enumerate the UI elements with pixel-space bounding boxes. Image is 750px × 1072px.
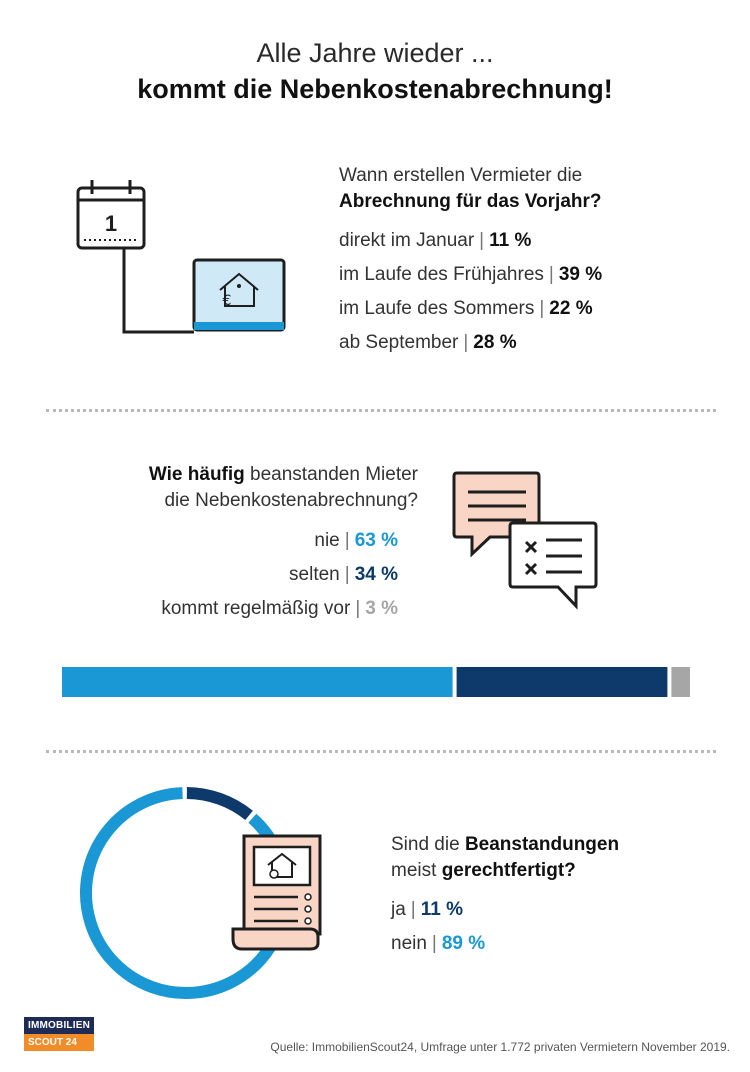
s1-value: 28 % [473,332,517,353]
donut-slice-ja [186,787,253,821]
s2-value: 63 % [354,530,398,551]
logo-top-text: IMMOBILIEN [24,1017,94,1034]
s2-answer-row: selten | 34 % [289,564,398,585]
s2-question-line-1: Wie häufig beanstanden Mieter [148,464,418,485]
s3-value: 89 % [441,933,486,954]
s1-answer-row: direkt im Januar | 11 % [339,230,532,251]
title-line-2: kommt die Nebenkostenabrechnung! [137,74,613,104]
bar-segment-1 [62,667,453,697]
s3-answer-row: ja | 11 % [391,899,463,920]
title-line-1: Alle Jahre wieder ... [256,38,494,68]
s1-value: 39 % [558,264,603,285]
dotted-divider [46,750,716,753]
laptop-house-euro-icon: € [192,258,286,332]
s1-value: 11 % [489,230,532,251]
calendar-icon: 1 [76,180,146,250]
svg-text:€: € [223,293,232,309]
s3-question-line-2: meist gerechtfertigt? [391,860,576,881]
bar-segment-2 [456,667,668,697]
s3-value: 11 % [420,899,463,920]
s1-value: 22 % [549,298,593,319]
calendar-laptop-illustration: 1 € [76,180,286,334]
bar-segment-3 [671,667,690,697]
s1-question-line-2: Abrechnung für das Vorjahr? [339,191,602,212]
document-checklist-icon [231,834,322,951]
s2-value: 3 % [365,598,398,619]
calendar-number: 1 [105,211,117,236]
s3-answer-row: nein | 89 % [391,933,486,954]
s1-answer-row: im Laufe des Frühjahres | 39 % [339,264,603,285]
s3-question-line-1: Sind die Beanstandungen [391,834,620,855]
immobilienscout24-logo[interactable]: IMMOBILIEN SCOUT 24 [24,1017,94,1051]
chat-bubbles-icon [452,471,598,610]
stacked-bar-chart [62,667,690,697]
s1-question-line-1: Wann erstellen Vermieter die [339,165,583,186]
s2-value: 34 % [354,564,398,585]
s2-answer-row: nie | 63 % [314,530,398,551]
s2-answer-row: kommt regelmäßig vor | 3 % [161,598,398,619]
dotted-divider [46,409,716,412]
s2-question-line-2: die Nebenkostenabrechnung? [164,490,418,511]
logo-bottom-text: SCOUT 24 [24,1034,94,1051]
s1-answer-row: im Laufe des Sommers | 22 % [339,298,593,319]
source-note: Quelle: ImmobilienScout24, Umfrage unter… [270,1040,730,1054]
s1-answer-row: ab September | 28 % [339,332,517,353]
